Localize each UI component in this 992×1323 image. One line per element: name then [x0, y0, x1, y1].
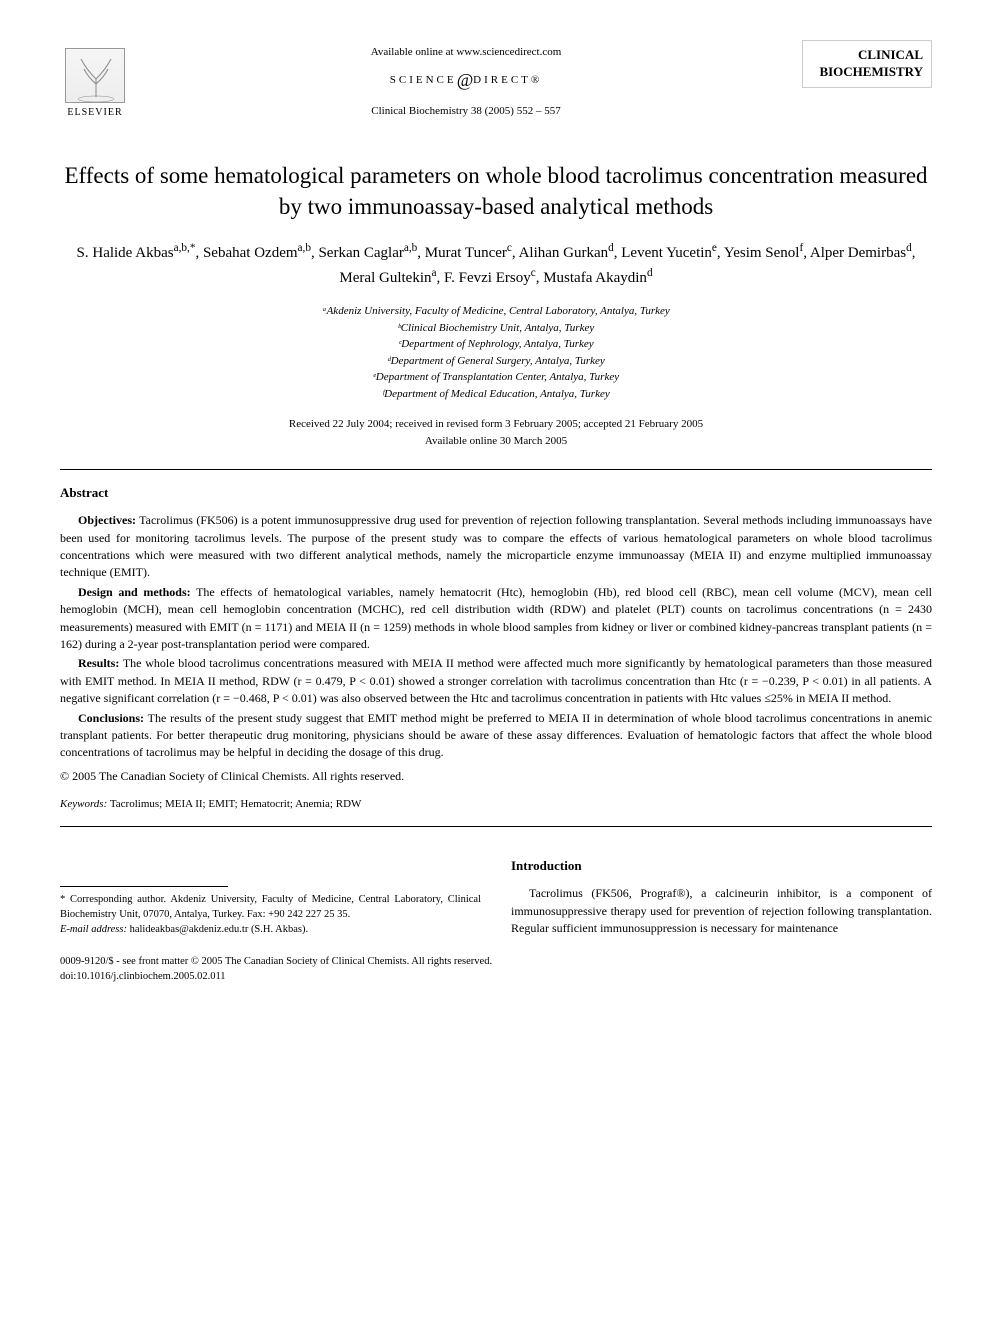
journal-reference: Clinical Biochemistry 38 (2005) 552 – 55… — [130, 104, 802, 119]
affiliations: ᵃAkdeniz University, Faculty of Medicine… — [60, 303, 932, 402]
footnote-rule — [60, 886, 228, 887]
page-footer: 0009-9120/$ - see front matter © 2005 Th… — [60, 955, 932, 984]
abstract-section-label: Results: — [78, 656, 119, 670]
online-date: Available online 30 March 2005 — [60, 433, 932, 450]
left-column: * Corresponding author. Akdeniz Universi… — [60, 857, 481, 937]
journal-logo-line2: BIOCHEMISTRY — [811, 64, 923, 81]
journal-logo-line1: CLINICAL — [811, 47, 923, 64]
affiliation-item: ᶠDepartment of Medical Education, Antaly… — [60, 386, 932, 403]
sciencedirect-logo: SCIENCE@DIRECT® — [130, 68, 802, 93]
affiliation-item: ᵈDepartment of General Surgery, Antalya,… — [60, 353, 932, 370]
divider — [60, 469, 932, 470]
email-label: E-mail address: — [60, 924, 127, 935]
header-row: ELSEVIER Available online at www.science… — [60, 40, 932, 120]
abstract-section-label: Conclusions: — [78, 711, 144, 725]
elsevier-name: ELSEVIER — [67, 106, 122, 120]
introduction-text: Tacrolimus (FK506, Prograf®), a calcineu… — [511, 885, 932, 937]
elsevier-logo: ELSEVIER — [60, 40, 130, 120]
authors: S. Halide Akbasa,b,*, Sebahat Ozdema,b, … — [60, 240, 932, 289]
abstract-body: Objectives: Tacrolimus (FK506) is a pote… — [60, 512, 932, 761]
header-center: Available online at www.sciencedirect.co… — [130, 40, 802, 119]
affiliation-item: ᶜDepartment of Nephrology, Antalya, Turk… — [60, 336, 932, 353]
abstract-section: Conclusions: The results of the present … — [60, 710, 932, 762]
corresponding-text: * Corresponding author. Akdeniz Universi… — [60, 893, 481, 922]
corresponding-email-line: E-mail address: halideakbas@akdeniz.edu.… — [60, 923, 481, 938]
footer-front-matter: 0009-9120/$ - see front matter © 2005 Th… — [60, 955, 932, 970]
received-date: Received 22 July 2004; received in revis… — [60, 416, 932, 433]
footer-doi: doi:10.1016/j.clinbiochem.2005.02.011 — [60, 970, 932, 985]
elsevier-tree-icon — [65, 48, 125, 103]
right-column: Introduction Tacrolimus (FK506, Prograf®… — [511, 857, 932, 937]
article-title: Effects of some hematological parameters… — [60, 160, 932, 222]
article-dates: Received 22 July 2004; received in revis… — [60, 416, 932, 449]
affiliation-item: ᵃAkdeniz University, Faculty of Medicine… — [60, 303, 932, 320]
email-address: halideakbas@akdeniz.edu.tr (S.H. Akbas). — [130, 924, 309, 935]
affiliation-item: ᵇClinical Biochemistry Unit, Antalya, Tu… — [60, 320, 932, 337]
journal-logo: CLINICAL BIOCHEMISTRY — [802, 40, 932, 88]
abstract-section-label: Design and methods: — [78, 585, 191, 599]
keywords-text: Tacrolimus; MEIA II; EMIT; Hematocrit; A… — [110, 798, 362, 810]
sd-left: SCIENCE — [390, 75, 457, 87]
abstract-section: Results: The whole blood tacrolimus conc… — [60, 655, 932, 707]
keywords-label: Keywords: — [60, 798, 107, 810]
abstract-heading: Abstract — [60, 484, 932, 502]
affiliation-item: ᵉDepartment of Transplantation Center, A… — [60, 369, 932, 386]
two-column-layout: * Corresponding author. Akdeniz Universi… — [60, 857, 932, 937]
abstract-section: Design and methods: The effects of hemat… — [60, 584, 932, 654]
introduction-heading: Introduction — [511, 857, 932, 875]
sd-at-icon: @ — [457, 70, 474, 90]
corresponding-author: * Corresponding author. Akdeniz Universi… — [60, 893, 481, 937]
divider — [60, 826, 932, 827]
sd-right: DIRECT® — [473, 75, 542, 87]
abstract-section: Objectives: Tacrolimus (FK506) is a pote… — [60, 512, 932, 582]
keywords: Keywords: Tacrolimus; MEIA II; EMIT; Hem… — [60, 797, 932, 812]
abstract-copyright: © 2005 The Canadian Society of Clinical … — [60, 768, 932, 785]
abstract-section-label: Objectives: — [78, 513, 136, 527]
available-online: Available online at www.sciencedirect.co… — [130, 45, 802, 60]
